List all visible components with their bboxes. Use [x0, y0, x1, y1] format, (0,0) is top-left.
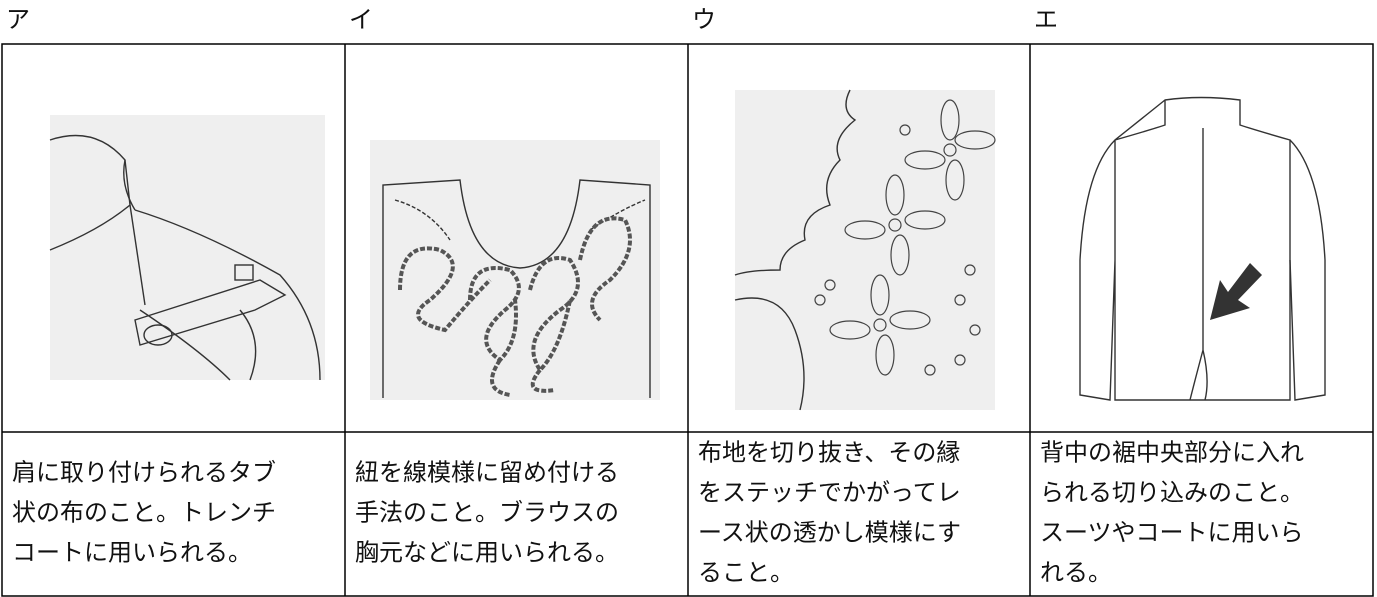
description-line: をステッチでかがってレ — [698, 479, 961, 507]
illustration-vent — [1079, 96, 1326, 401]
description-line: 肩に取り付けられるタブ — [12, 459, 276, 487]
illustration-cutwork — [734, 89, 996, 411]
description-line: コートに用いられる。 — [12, 539, 252, 567]
description-line: 背中の裾中央部分に入れ — [1040, 439, 1304, 467]
description-line: ース状の透かし模様にす — [698, 519, 961, 547]
description-line: ること。 — [698, 559, 794, 587]
column-label: ア — [6, 6, 30, 34]
column-label: エ — [1034, 6, 1058, 34]
description-line: れる。 — [1040, 559, 1112, 587]
grid — [1, 43, 1374, 597]
illustration-epaulette — [49, 115, 325, 381]
description-line: スーツやコートに用いら — [1040, 519, 1304, 547]
description-line: 状の布のこと。トレンチ — [12, 499, 276, 527]
column-label: ウ — [692, 6, 716, 34]
illustration-cording — [370, 140, 660, 400]
description-line: 布地を切り抜き、その縁 — [698, 439, 960, 467]
description-line: 紐を線模様に留め付ける — [355, 459, 619, 487]
description-line: 胸元などに用いられる。 — [355, 539, 619, 567]
description-line: 手法のこと。ブラウスの — [355, 499, 619, 527]
description-line: られる切り込みのこと。 — [1040, 479, 1304, 507]
column-label: イ — [349, 6, 373, 34]
